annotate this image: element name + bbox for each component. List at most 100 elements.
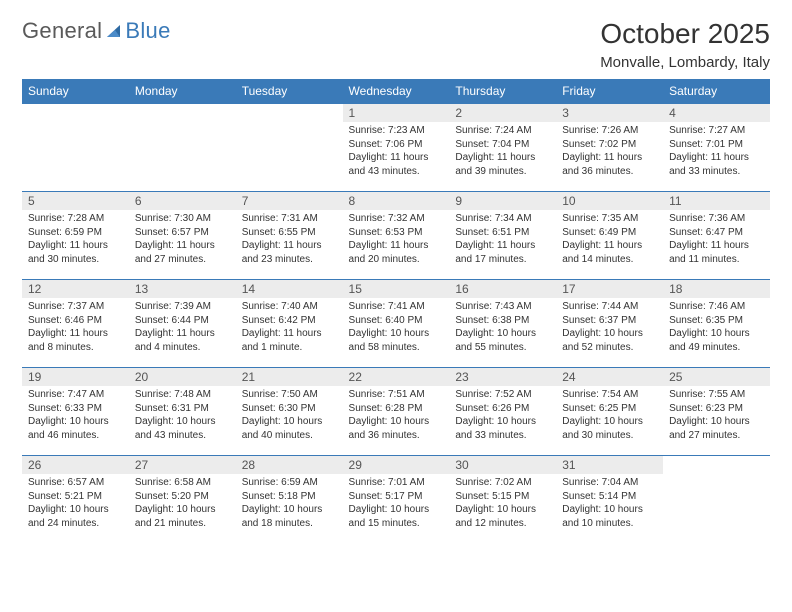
day-info-line: Daylight: 10 hours	[455, 415, 550, 429]
day-number: 1	[343, 104, 450, 122]
day-info-line: Sunset: 6:28 PM	[349, 402, 444, 416]
day-info-line: and 43 minutes.	[349, 165, 444, 179]
day-info-line: Sunrise: 6:57 AM	[28, 476, 123, 490]
logo-sail-icon	[105, 22, 123, 40]
day-info-line: and 46 minutes.	[28, 429, 123, 443]
day-number: 13	[129, 280, 236, 298]
day-info: Sunrise: 7:34 AMSunset: 6:51 PMDaylight:…	[449, 210, 556, 270]
calendar-cell: 17Sunrise: 7:44 AMSunset: 6:37 PMDayligh…	[556, 280, 663, 368]
day-number: 28	[236, 456, 343, 474]
day-info: Sunrise: 7:41 AMSunset: 6:40 PMDaylight:…	[343, 298, 450, 358]
day-number: 20	[129, 368, 236, 386]
calendar-cell: 5Sunrise: 7:28 AMSunset: 6:59 PMDaylight…	[22, 192, 129, 280]
day-number: 25	[663, 368, 770, 386]
logo-word-blue: Blue	[125, 18, 170, 44]
day-info-line: Sunrise: 7:27 AM	[669, 124, 764, 138]
day-info-line: Sunset: 6:42 PM	[242, 314, 337, 328]
day-info-line: Sunrise: 7:50 AM	[242, 388, 337, 402]
day-info-line: Sunrise: 7:48 AM	[135, 388, 230, 402]
day-info-line: and 10 minutes.	[562, 517, 657, 531]
day-info-line: Sunrise: 7:34 AM	[455, 212, 550, 226]
day-info-line: and 33 minutes.	[669, 165, 764, 179]
day-info-line: Sunrise: 7:46 AM	[669, 300, 764, 314]
day-info-line: and 27 minutes.	[669, 429, 764, 443]
day-info-line: and 8 minutes.	[28, 341, 123, 355]
day-info: Sunrise: 7:46 AMSunset: 6:35 PMDaylight:…	[663, 298, 770, 358]
day-header: Wednesday	[343, 79, 450, 104]
title-block: October 2025 Monvalle, Lombardy, Italy	[600, 18, 770, 77]
day-info-line: Daylight: 11 hours	[242, 239, 337, 253]
calendar-cell-empty	[22, 104, 129, 192]
day-info-line: Sunset: 7:02 PM	[562, 138, 657, 152]
calendar-week: 26Sunrise: 6:57 AMSunset: 5:21 PMDayligh…	[22, 456, 770, 544]
day-info-line: Daylight: 11 hours	[349, 239, 444, 253]
day-info-line: Sunset: 7:01 PM	[669, 138, 764, 152]
logo-word-general: General	[22, 18, 102, 44]
day-number: 21	[236, 368, 343, 386]
day-info-line: and 36 minutes.	[349, 429, 444, 443]
day-info-line: Sunset: 5:15 PM	[455, 490, 550, 504]
day-info-line: Sunrise: 7:37 AM	[28, 300, 123, 314]
day-info: Sunrise: 7:50 AMSunset: 6:30 PMDaylight:…	[236, 386, 343, 446]
day-info-line: and 18 minutes.	[242, 517, 337, 531]
day-info-line: and 39 minutes.	[455, 165, 550, 179]
day-info-line: Sunset: 6:37 PM	[562, 314, 657, 328]
day-info-line: Sunset: 6:25 PM	[562, 402, 657, 416]
day-number: 24	[556, 368, 663, 386]
day-info-line: Sunset: 6:35 PM	[669, 314, 764, 328]
day-number: 31	[556, 456, 663, 474]
day-info-line: and 40 minutes.	[242, 429, 337, 443]
day-info-line: Sunset: 7:04 PM	[455, 138, 550, 152]
day-info-line: Sunrise: 7:55 AM	[669, 388, 764, 402]
day-info-line: Sunrise: 7:01 AM	[349, 476, 444, 490]
calendar-cell: 7Sunrise: 7:31 AMSunset: 6:55 PMDaylight…	[236, 192, 343, 280]
day-info-line: and 12 minutes.	[455, 517, 550, 531]
day-info-line: Daylight: 10 hours	[669, 327, 764, 341]
calendar-cell: 29Sunrise: 7:01 AMSunset: 5:17 PMDayligh…	[343, 456, 450, 544]
page: General Blue October 2025 Monvalle, Lomb…	[0, 0, 792, 562]
day-info-line: Daylight: 11 hours	[349, 151, 444, 165]
day-info-line: Sunrise: 7:54 AM	[562, 388, 657, 402]
day-info-line: and 20 minutes.	[349, 253, 444, 267]
calendar-cell: 20Sunrise: 7:48 AMSunset: 6:31 PMDayligh…	[129, 368, 236, 456]
calendar-cell: 23Sunrise: 7:52 AMSunset: 6:26 PMDayligh…	[449, 368, 556, 456]
day-info: Sunrise: 7:01 AMSunset: 5:17 PMDaylight:…	[343, 474, 450, 534]
day-info-line: Sunset: 6:47 PM	[669, 226, 764, 240]
day-info-line: Daylight: 11 hours	[242, 327, 337, 341]
day-info-line: Sunrise: 6:58 AM	[135, 476, 230, 490]
logo: General Blue	[22, 18, 171, 44]
day-info-line: Sunrise: 7:35 AM	[562, 212, 657, 226]
day-info-line: Daylight: 10 hours	[349, 327, 444, 341]
calendar-cell: 15Sunrise: 7:41 AMSunset: 6:40 PMDayligh…	[343, 280, 450, 368]
day-info-line: Sunrise: 7:39 AM	[135, 300, 230, 314]
day-info: Sunrise: 7:30 AMSunset: 6:57 PMDaylight:…	[129, 210, 236, 270]
day-number: 10	[556, 192, 663, 210]
calendar-cell: 12Sunrise: 7:37 AMSunset: 6:46 PMDayligh…	[22, 280, 129, 368]
day-info-line: Sunrise: 7:02 AM	[455, 476, 550, 490]
day-info-line: and 17 minutes.	[455, 253, 550, 267]
day-number: 2	[449, 104, 556, 122]
day-info: Sunrise: 6:58 AMSunset: 5:20 PMDaylight:…	[129, 474, 236, 534]
location: Monvalle, Lombardy, Italy	[600, 54, 770, 71]
day-info-line: and 36 minutes.	[562, 165, 657, 179]
calendar-cell-empty	[236, 104, 343, 192]
day-info-line: and 23 minutes.	[242, 253, 337, 267]
day-info-line: Sunset: 5:14 PM	[562, 490, 657, 504]
calendar-cell: 25Sunrise: 7:55 AMSunset: 6:23 PMDayligh…	[663, 368, 770, 456]
day-info-line: and 33 minutes.	[455, 429, 550, 443]
day-info-line: Sunrise: 7:28 AM	[28, 212, 123, 226]
day-info-line: and 55 minutes.	[455, 341, 550, 355]
day-info: Sunrise: 7:24 AMSunset: 7:04 PMDaylight:…	[449, 122, 556, 182]
day-info-line: Sunset: 5:20 PM	[135, 490, 230, 504]
calendar-cell: 26Sunrise: 6:57 AMSunset: 5:21 PMDayligh…	[22, 456, 129, 544]
day-info-line: Sunset: 6:33 PM	[28, 402, 123, 416]
day-info-line: Daylight: 10 hours	[669, 415, 764, 429]
calendar-cell: 28Sunrise: 6:59 AMSunset: 5:18 PMDayligh…	[236, 456, 343, 544]
day-info-line: Daylight: 10 hours	[562, 503, 657, 517]
day-info-line: Sunrise: 7:23 AM	[349, 124, 444, 138]
calendar-cell: 21Sunrise: 7:50 AMSunset: 6:30 PMDayligh…	[236, 368, 343, 456]
day-info-line: Sunrise: 7:32 AM	[349, 212, 444, 226]
day-number: 5	[22, 192, 129, 210]
day-info-line: Daylight: 11 hours	[455, 151, 550, 165]
day-info: Sunrise: 7:47 AMSunset: 6:33 PMDaylight:…	[22, 386, 129, 446]
